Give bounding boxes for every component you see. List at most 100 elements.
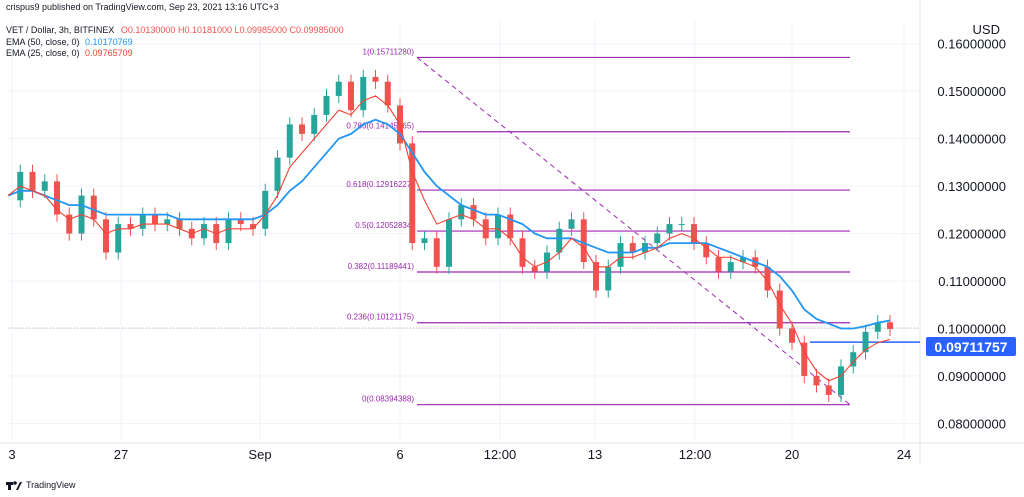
candle-down (789, 328, 795, 343)
candle-down (531, 266, 538, 272)
candle-up (458, 205, 465, 220)
candle-down (593, 262, 599, 291)
y-tick-label: 0.08000000 (937, 416, 1006, 431)
tradingview-logo-icon (6, 480, 22, 490)
candle-down (372, 76, 379, 82)
candle-up (139, 214, 146, 229)
candle-up (164, 219, 171, 225)
candlestick-series (17, 69, 893, 403)
candle-down (764, 266, 771, 291)
candle-down (237, 219, 244, 225)
candle-up (335, 81, 342, 96)
x-tick-label: 12:00 (679, 447, 712, 462)
candle-up (568, 219, 575, 229)
fib-level-label: 0(0.08394388) (362, 395, 414, 404)
candle-down (629, 243, 636, 253)
currency-label: USD (973, 22, 1000, 37)
candle-up (41, 181, 48, 191)
candle-up (421, 238, 428, 244)
candle-up (495, 214, 501, 239)
time-axis: 3 27 Sep 6 12:00 13 12:00 20 24 (8, 447, 911, 462)
ema25-value: 0.09765709 (85, 48, 133, 58)
y-tick-label: 0.14000000 (937, 132, 1006, 147)
candle-down (176, 219, 183, 229)
candle-down (54, 181, 60, 215)
candle-down (103, 219, 109, 253)
candle-up (617, 243, 624, 267)
x-tick-label: 12:00 (484, 447, 517, 462)
candle-up (862, 331, 869, 353)
candle-down (299, 124, 305, 134)
candle-up (666, 224, 673, 234)
candle-down (813, 375, 820, 386)
candle-down (801, 342, 808, 376)
candle-up (678, 224, 685, 226)
candle-up (740, 257, 746, 263)
candle-down (470, 205, 477, 220)
candle-down (250, 224, 256, 229)
ema50-legend[interactable]: EMA (50, close, 0) 0.10170769 (6, 37, 133, 48)
candle-down (519, 238, 526, 267)
candle-down (90, 195, 97, 220)
symbol-name: VET / Dollar, 3h, BITFINEX (6, 25, 115, 35)
candle-up (556, 228, 563, 253)
fib-level-label: 0.382(0.11189441) (348, 262, 415, 271)
x-tick-label: 27 (114, 447, 128, 462)
ohlc-values: O0.10130000 H0.10181000 L0.09985000 C0.0… (120, 25, 344, 35)
fib-level-label: 0.618(0.12916227) (346, 180, 414, 189)
candle-up (838, 366, 844, 395)
candle-up (262, 190, 269, 229)
candle-up (654, 233, 661, 244)
candle-up (360, 76, 367, 111)
x-tick-label: 20 (785, 447, 799, 462)
candle-up (225, 219, 232, 244)
candle-up (201, 224, 207, 239)
y-tick-label: 0.11000000 (938, 274, 1006, 289)
candle-down (348, 81, 354, 111)
y-tick-label: 0.16000000 (937, 37, 1006, 52)
x-tick-label: 24 (897, 447, 911, 462)
candle-down (691, 224, 697, 244)
candle-up (311, 114, 318, 134)
ema25-line (7, 95, 891, 382)
candle-down (580, 219, 587, 263)
candle-up (874, 322, 881, 332)
candle-down (66, 214, 73, 234)
candle-down (825, 385, 832, 395)
y-tick-label: 0.12000000 (937, 227, 1006, 242)
candle-up (274, 157, 281, 191)
candle-down (433, 238, 440, 267)
ema50-label: EMA (50, close, 0) (6, 37, 80, 47)
y-tick-label: 0.13000000 (937, 179, 1006, 194)
x-tick-label: 13 (588, 447, 602, 462)
candle-down (715, 257, 722, 272)
y-tick-label: 0.10000000 (937, 321, 1006, 336)
candle-up (605, 266, 612, 291)
x-tick-label: 3 (8, 447, 15, 462)
symbol-line: VET / Dollar, 3h, BITFINEX O0.10130000 H… (6, 25, 344, 36)
candle-down (29, 171, 36, 191)
fib-level-label: 0.5(0.12052834) (355, 221, 414, 230)
fibonacci-retracement: 1(0.15711280) 0.786(0.14145465) 0.618(0.12… (8, 47, 920, 406)
candle-up (115, 224, 122, 253)
candle-down (776, 290, 783, 329)
fib-level-label: 0.786(0.14145465) (346, 122, 414, 131)
candle-up (850, 352, 857, 367)
candle-up (323, 95, 330, 115)
fib-level-label: 0.236(0.10121175) (347, 313, 414, 322)
candle-down (384, 81, 391, 106)
publisher-line: crispus9 published on TradingView.com, S… (6, 2, 279, 12)
candle-down (152, 214, 158, 225)
candle-up (286, 124, 293, 158)
ema25-legend[interactable]: EMA (25, close, 0) 0.09765709 (6, 48, 133, 59)
candle-up (727, 262, 734, 272)
ema50-line (7, 118, 891, 330)
fib-trendline (416, 57, 851, 406)
ema25-label: EMA (25, close, 0) (6, 48, 80, 58)
x-tick-label: 6 (396, 447, 403, 462)
footer[interactable]: TradingView (6, 480, 76, 490)
candle-down (127, 224, 134, 229)
ema50-value: 0.10170769 (85, 37, 133, 47)
